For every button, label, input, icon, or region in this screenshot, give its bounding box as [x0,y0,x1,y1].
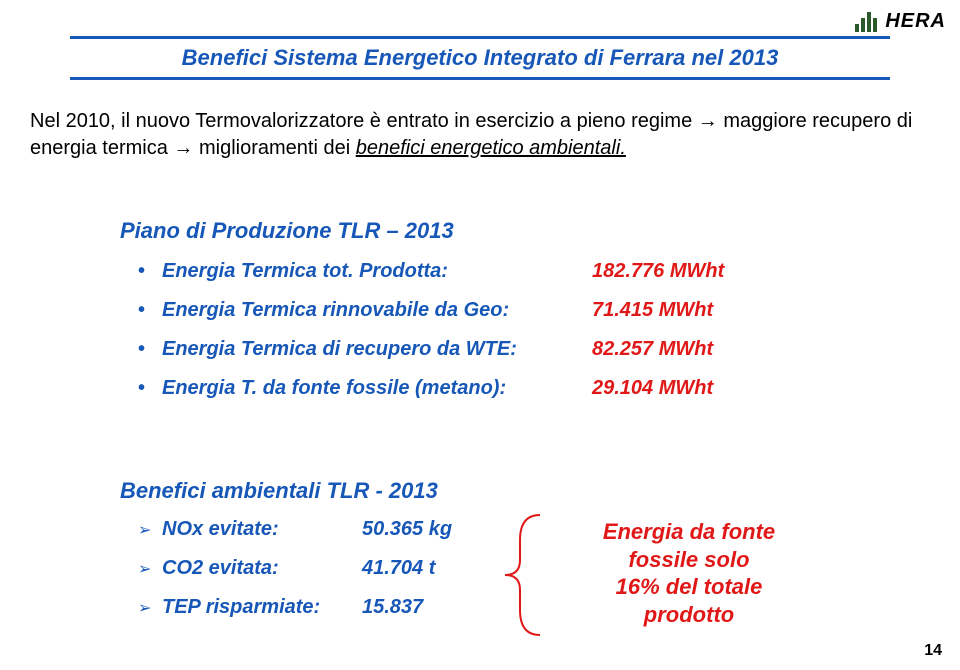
item-label: Energia Termica di recupero da WTE: [162,338,592,361]
intro-underlined: benefici energetico ambientali. [356,137,626,159]
item-value: 50.365 kg [362,518,452,541]
item-value: 182.776 MWht [592,260,724,283]
item-value: 29.104 MWht [592,377,713,400]
section-heading-production: Piano di Produzione TLR – 2013 [120,218,454,244]
list-item: • Energia T. da fonte fossile (metano): … [138,377,908,400]
slide-title-band: Benefici Sistema Energetico Integrato di… [70,36,890,80]
intro-post: miglioramenti dei [199,137,356,159]
item-label: CO2 evitata: [162,557,362,580]
bullet-icon: • [138,377,162,400]
callout-line: prodotto [574,601,804,629]
intro-paragraph: Nel 2010, il nuovo Termovalorizzatore è … [30,108,935,162]
bullet-icon: • [138,299,162,322]
chevron-right-icon: ➢ [138,559,162,579]
bullet-icon: • [138,260,162,283]
brand-name: HERA [885,10,946,33]
list-item: • Energia Termica rinnovabile da Geo: 71… [138,299,908,322]
intro-pre: Nel 2010, il nuovo Termovalorizzatore è … [30,110,698,132]
slide-title: Benefici Sistema Energetico Integrato di… [182,45,779,70]
item-label: Energia Termica tot. Prodotta: [162,260,592,283]
item-label: Energia T. da fonte fossile (metano): [162,377,592,400]
item-value: 15.837 [362,596,423,619]
callout-box: Energia da fonte fossile solo 16% del to… [574,518,804,628]
callout-line: 16% del totale [574,573,804,601]
callout-line: fossile solo [574,546,804,574]
production-list: • Energia Termica tot. Prodotta: 182.776… [138,260,908,416]
item-value: 41.704 t [362,557,435,580]
logo-mark [855,12,877,32]
item-label: Energia Termica rinnovabile da Geo: [162,299,592,322]
list-item: • Energia Termica di recupero da WTE: 82… [138,338,908,361]
arrow-icon: → [173,137,193,159]
bullet-icon: • [138,338,162,361]
chevron-right-icon: ➢ [138,598,162,618]
brand-logo: HERA [855,10,946,33]
callout-line: Energia da fonte [574,518,804,546]
item-value: 82.257 MWht [592,338,713,361]
page-number: 14 [924,642,942,660]
section-heading-benefits: Benefici ambientali TLR - 2013 [120,478,438,504]
list-item: • Energia Termica tot. Prodotta: 182.776… [138,260,908,283]
arrow-icon: → [698,110,718,132]
item-label: TEP risparmiate: [162,596,362,619]
item-label: NOx evitate: [162,518,362,541]
item-value: 71.415 MWht [592,299,713,322]
chevron-right-icon: ➢ [138,520,162,540]
